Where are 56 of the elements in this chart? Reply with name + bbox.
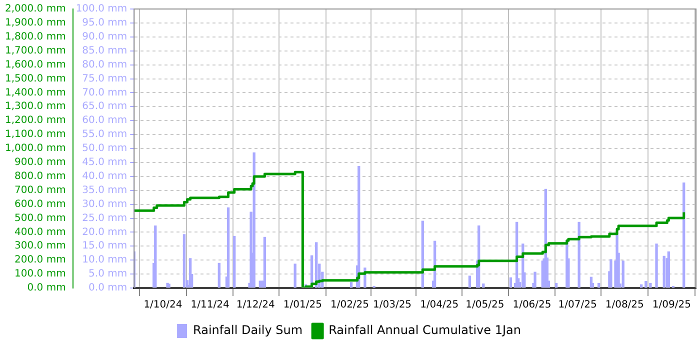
y2-tick-label: 1,900.0 mm bbox=[4, 18, 66, 29]
y2-tick-label: 300.0 mm bbox=[14, 240, 66, 252]
x-tick-label: 1/03/25 bbox=[373, 300, 412, 311]
y-tick-label: 50.0 mm bbox=[82, 143, 128, 154]
x-tick-label: 1/02/25 bbox=[330, 300, 370, 311]
y2-tick-label: 1,800.0 mm bbox=[4, 31, 66, 42]
y-tick-label: 90.0 mm bbox=[82, 31, 128, 42]
y-tick-label: 95.0 mm bbox=[82, 18, 128, 29]
y2-tick-label: 1,200.0 mm bbox=[4, 115, 66, 126]
y-tick-label: 85.0 mm bbox=[82, 45, 128, 56]
x-tick-label: 1/05/25 bbox=[466, 300, 504, 311]
legend-label: Rainfall Annual Cumulative 1Jan bbox=[328, 323, 521, 338]
y2-tick-label: 1,000.0 mm bbox=[4, 143, 66, 154]
x-tick-label: 1/10/24 bbox=[144, 300, 182, 311]
x-tick-label: 1/11/24 bbox=[190, 300, 230, 311]
y-tick-label: 45.0 mm bbox=[82, 157, 128, 168]
y-tick-label: 15.0 mm bbox=[82, 240, 128, 252]
y2-tick-label: 800.0 mm bbox=[14, 170, 66, 182]
y2-tick-label: 1,100.0 mm bbox=[4, 129, 66, 140]
x-tick-label: 1/12/24 bbox=[236, 300, 275, 311]
y2-tick-label: 700.0 mm bbox=[14, 184, 66, 196]
y2-tick-label: 500.0 mm bbox=[14, 212, 66, 224]
y2-tick-label: 2,000.0 mm bbox=[4, 4, 66, 15]
y-tick-label: 70.0 mm bbox=[82, 87, 128, 98]
y2-tick-label: 1,400.0 mm bbox=[4, 87, 66, 98]
y2-tick-label: 1,600.0 mm bbox=[4, 59, 66, 70]
y-tick-label: 80.0 mm bbox=[82, 59, 128, 70]
y-tick-label: 55.0 mm bbox=[82, 129, 128, 140]
y-tick-label: 40.0 mm bbox=[82, 170, 128, 182]
y2-tick-label: 600.0 mm bbox=[14, 198, 66, 210]
y-tick-label: 75.0 mm bbox=[82, 73, 128, 84]
y-tick-label: 35.0 mm bbox=[82, 184, 128, 196]
y-tick-label: 60.0 mm bbox=[82, 115, 128, 126]
y-tick-label: 20.0 mm bbox=[82, 226, 128, 238]
y2-tick-label: 900.0 mm bbox=[14, 157, 66, 168]
y-tick-label: 65.0 mm bbox=[82, 101, 128, 112]
y2-tick-label: 100.0 mm bbox=[14, 268, 66, 280]
y-tick-label: 30.0 mm bbox=[82, 198, 128, 210]
x-tick-label: 1/01/25 bbox=[283, 300, 322, 311]
y2-tick-label: 1,300.0 mm bbox=[4, 101, 66, 112]
y-tick-label: 25.0 mm bbox=[82, 212, 128, 224]
y-tick-label: 5.0 mm bbox=[88, 268, 128, 280]
x-tick-label: 1/06/25 bbox=[512, 300, 552, 311]
y2-tick-label: 1,500.0 mm bbox=[4, 73, 66, 84]
y2-tick-label: 200.0 mm bbox=[14, 254, 66, 266]
x-tick-label: 1/07/25 bbox=[558, 300, 597, 311]
y-tick-label: 100.0 mm bbox=[76, 4, 128, 15]
y2-tick-label: 1,700.0 mm bbox=[4, 45, 66, 56]
legend-label: Rainfall Daily Sum bbox=[193, 323, 303, 338]
x-tick-label: 1/09/25 bbox=[652, 300, 691, 311]
y-tick-label: 0.0 mm bbox=[88, 282, 128, 294]
x-tick-label: 1/08/25 bbox=[605, 300, 644, 311]
y-tick-label: 10.0 mm bbox=[82, 254, 128, 266]
y2-tick-label: 0.0 mm bbox=[27, 282, 66, 294]
x-tick-label: 1/04/25 bbox=[420, 300, 459, 311]
y2-tick-label: 400.0 mm bbox=[14, 226, 66, 238]
